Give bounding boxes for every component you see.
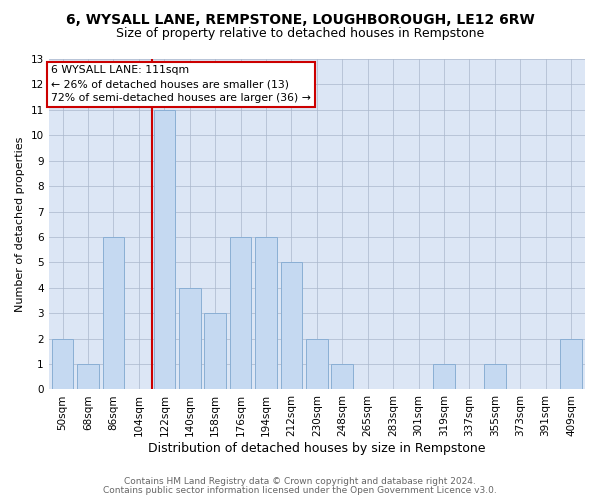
Bar — [560, 338, 582, 390]
Bar — [255, 237, 277, 390]
Text: Size of property relative to detached houses in Rempstone: Size of property relative to detached ho… — [116, 28, 484, 40]
Bar — [179, 288, 200, 390]
Text: 6, WYSALL LANE, REMPSTONE, LOUGHBOROUGH, LE12 6RW: 6, WYSALL LANE, REMPSTONE, LOUGHBOROUGH,… — [65, 12, 535, 26]
Bar — [433, 364, 455, 390]
X-axis label: Distribution of detached houses by size in Rempstone: Distribution of detached houses by size … — [148, 442, 485, 455]
Text: Contains public sector information licensed under the Open Government Licence v3: Contains public sector information licen… — [103, 486, 497, 495]
Text: Contains HM Land Registry data © Crown copyright and database right 2024.: Contains HM Land Registry data © Crown c… — [124, 477, 476, 486]
Bar — [281, 262, 302, 390]
Y-axis label: Number of detached properties: Number of detached properties — [15, 136, 25, 312]
Bar — [331, 364, 353, 390]
Bar — [154, 110, 175, 390]
Bar — [77, 364, 99, 390]
Bar — [103, 237, 124, 390]
Bar — [205, 313, 226, 390]
Bar — [230, 237, 251, 390]
Bar — [484, 364, 506, 390]
Bar — [306, 338, 328, 390]
Text: 6 WYSALL LANE: 111sqm
← 26% of detached houses are smaller (13)
72% of semi-deta: 6 WYSALL LANE: 111sqm ← 26% of detached … — [51, 66, 311, 104]
Bar — [52, 338, 73, 390]
